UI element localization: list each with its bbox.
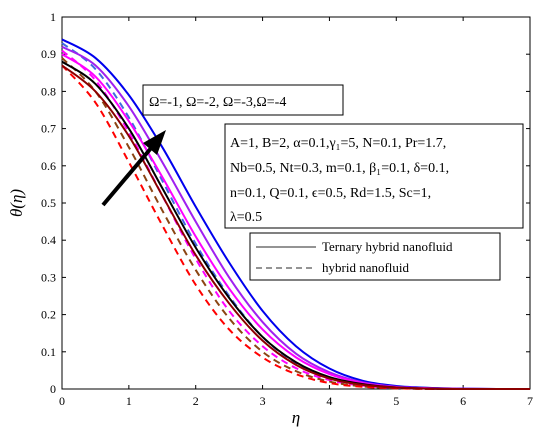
legend-box <box>249 232 501 281</box>
parameter-line-2: Nb=0.5, Nt=0.3, m=0.1, β₁=0.1, δ=0.1, <box>230 161 449 176</box>
x-tick-label: 7 <box>527 394 533 408</box>
y-tick-label: 0.7 <box>41 122 56 136</box>
legend: Ternary hybrid nanofluid hybrid nanoflui… <box>249 232 501 281</box>
y-tick-label: 0.8 <box>41 84 56 98</box>
x-tick-label: 5 <box>393 394 399 408</box>
y-tick-label: 0.6 <box>41 159 56 173</box>
y-tick-label: 0.4 <box>41 233 56 247</box>
parameter-box <box>224 123 524 229</box>
y-tick-label: 0.1 <box>41 345 56 359</box>
y-tick-label: 0.2 <box>41 308 56 322</box>
x-tick-label: 2 <box>193 394 199 408</box>
y-tick-label: 0.9 <box>41 47 56 61</box>
omega-annotation-box <box>142 84 344 116</box>
y-axis-title: θ(η) <box>7 189 26 217</box>
parameter-line-4: λ=0.5 <box>230 210 262 225</box>
parameter-line-1: A=1, B=2, α=0.1,γ₁=5, N=0.1, Pr=1.7, <box>230 136 446 151</box>
legend-label-ternary: Ternary hybrid nanofluid <box>322 239 453 254</box>
y-tick-label: 0.5 <box>41 196 56 210</box>
x-tick-label: 1 <box>126 394 132 408</box>
hybrid-series-line <box>61 49 530 391</box>
ternary-series-line <box>61 64 530 391</box>
y-tick-label: 1 <box>50 10 56 24</box>
legend-label-hybrid: hybrid nanofluid <box>322 260 410 275</box>
y-tick-label: 0.3 <box>41 270 56 284</box>
omega-annotation: Ω=-1, Ω=-2, Ω=-3,Ω=-4 <box>149 95 286 110</box>
hybrid-series-line <box>61 64 530 391</box>
x-tick-label: 6 <box>460 394 466 408</box>
series-layer <box>61 38 531 391</box>
axis-ticks: 0 1 2 3 4 5 6 7 0 0.1 0.2 0.3 0.4 0.5 0.6 0.7 0.8 0.9 1 <box>41 10 533 408</box>
y-tick-label: 0 <box>50 382 56 396</box>
x-tick-label: 0 <box>59 394 65 408</box>
increase-arrow-icon <box>101 130 166 207</box>
x-axis-title: η <box>292 408 300 427</box>
x-tick-label: 4 <box>326 394 332 408</box>
x-tick-label: 3 <box>260 394 266 408</box>
parameter-line-3: n=0.1, Q=0.1, ϵ=0.5, Rd=1.5, Sc=1, <box>230 186 431 201</box>
